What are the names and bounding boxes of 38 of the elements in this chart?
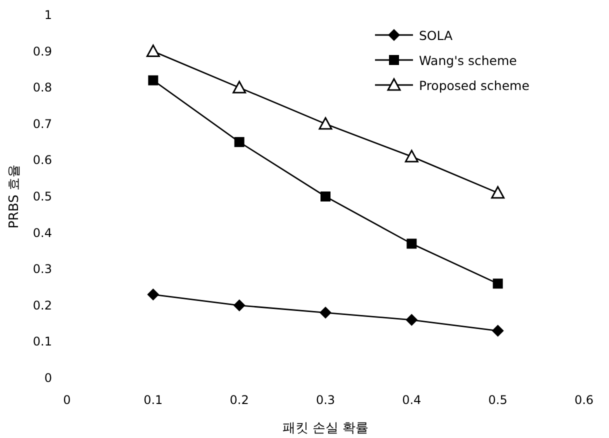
y-axis-title: PRBS 효율 [7,164,22,228]
point [491,186,505,199]
y-tick-label: 0 [44,371,52,385]
point [320,192,330,202]
point [318,117,332,130]
point [320,306,332,319]
x-tick-label: 0.4 [402,393,422,407]
x-tick-label: 0.6 [574,393,594,407]
y-tick-label: 0.2 [32,298,52,312]
y-tick-label: 0.3 [32,262,52,276]
y-tick-label: 1 [44,8,52,22]
y-tick-label: 0.8 [32,80,52,95]
y-tick-label: 0.5 [32,190,52,204]
legend-label: Wang's scheme [419,53,518,68]
point [406,238,417,249]
point [404,150,418,162]
point [148,75,158,86]
point [147,288,160,301]
legend-label: SOLA [419,28,454,43]
point [232,80,246,94]
x-tick-label: 0.3 [316,393,336,407]
y-tick-label: 0.9 [32,44,52,58]
point [146,44,160,58]
point [492,278,503,289]
x-axis-title: 패킷 손실 확률 [282,421,369,436]
legend-label: Proposed scheme [419,78,530,93]
point [406,314,418,326]
point [234,137,244,148]
x-tick-label: 0 [63,393,71,407]
x-tick-label: 0.2 [230,393,249,407]
y-tick-label: 0.6 [32,153,52,168]
point [233,299,246,312]
y-tick-label: 0.7 [32,116,52,131]
y-tick-label: 0.1 [32,334,52,349]
x-tick-label: 0.1 [144,393,163,407]
point [492,324,504,337]
y-tick-label: 0.4 [32,226,52,240]
x-tick-label: 0.5 [488,393,508,407]
